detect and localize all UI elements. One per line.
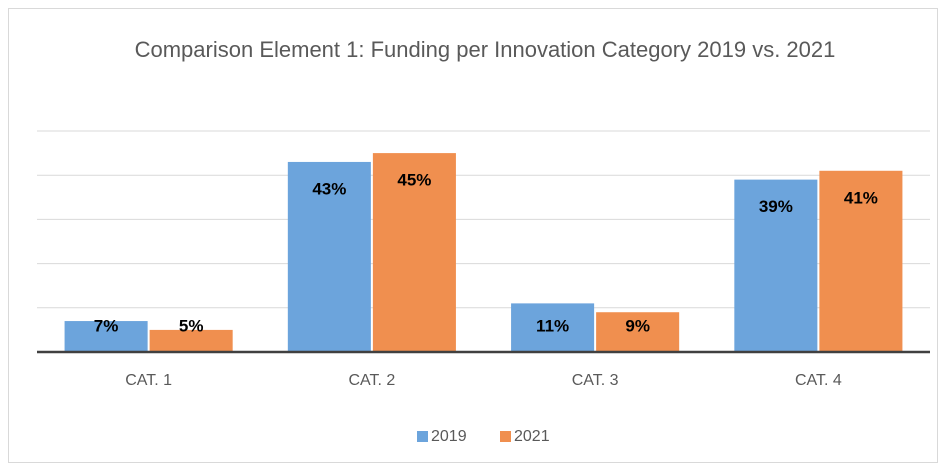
data-label: 5%	[179, 316, 204, 335]
bar	[596, 312, 680, 352]
chart-frame	[8, 8, 938, 463]
bar	[734, 179, 818, 352]
chart-title: Comparison Element 1: Funding per Innova…	[134, 37, 836, 62]
bar	[64, 321, 148, 352]
legend-label: 2019	[431, 428, 467, 445]
legend-label: 2021	[514, 428, 550, 445]
bar	[511, 303, 595, 352]
data-label: 11%	[536, 316, 569, 335]
data-label: 39%	[759, 197, 793, 216]
data-label: 9%	[625, 316, 650, 335]
legend-swatch	[500, 431, 511, 442]
data-label: 45%	[397, 171, 431, 190]
data-label: 7%	[94, 316, 119, 335]
data-label: 43%	[312, 179, 346, 198]
legend-swatch	[417, 431, 428, 442]
x-tick-label: CAT. 4	[795, 372, 842, 389]
x-tick-label: CAT. 3	[572, 372, 619, 389]
bar	[287, 161, 371, 352]
bar	[819, 170, 903, 352]
data-label: 41%	[844, 188, 878, 207]
bar	[372, 153, 456, 352]
x-tick-label: CAT. 2	[348, 372, 395, 389]
bar	[149, 329, 233, 352]
x-tick-label: CAT. 1	[125, 372, 172, 389]
